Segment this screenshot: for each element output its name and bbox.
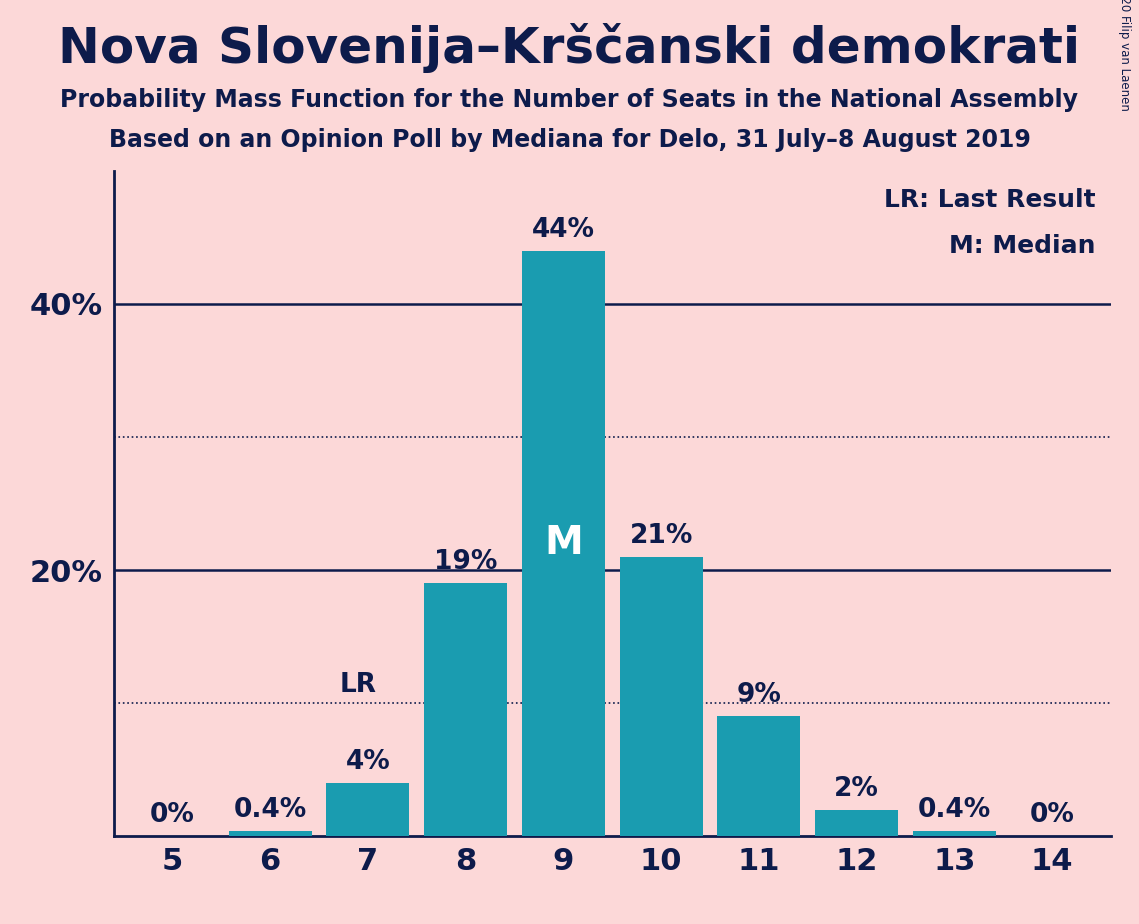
- Bar: [912, 831, 995, 836]
- Text: 2%: 2%: [834, 775, 879, 802]
- Text: 0.4%: 0.4%: [918, 796, 991, 823]
- Text: 0%: 0%: [150, 802, 195, 828]
- Bar: [229, 831, 312, 836]
- Text: Probability Mass Function for the Number of Seats in the National Assembly: Probability Mass Function for the Number…: [60, 88, 1079, 112]
- Text: Nova Slovenija–Krščanski demokrati: Nova Slovenija–Krščanski demokrati: [58, 23, 1081, 73]
- Bar: [718, 716, 801, 836]
- Bar: [816, 809, 898, 836]
- Text: 0%: 0%: [1030, 802, 1074, 828]
- Text: LR: Last Result: LR: Last Result: [884, 188, 1096, 212]
- Text: 19%: 19%: [434, 550, 498, 576]
- Text: Based on an Opinion Poll by Mediana for Delo, 31 July–8 August 2019: Based on an Opinion Poll by Mediana for …: [108, 128, 1031, 152]
- Bar: [522, 250, 605, 836]
- Text: 0.4%: 0.4%: [233, 796, 306, 823]
- Text: M: Median: M: Median: [949, 234, 1096, 258]
- Text: 21%: 21%: [630, 523, 693, 549]
- Text: LR: LR: [339, 672, 377, 698]
- Text: M: M: [544, 525, 583, 563]
- Bar: [620, 557, 703, 836]
- Text: 44%: 44%: [532, 217, 595, 243]
- Text: © 2020 Filip van Laenen: © 2020 Filip van Laenen: [1118, 0, 1131, 111]
- Bar: [424, 583, 507, 836]
- Text: 9%: 9%: [736, 683, 781, 709]
- Text: 4%: 4%: [345, 749, 391, 775]
- Bar: [327, 783, 409, 836]
